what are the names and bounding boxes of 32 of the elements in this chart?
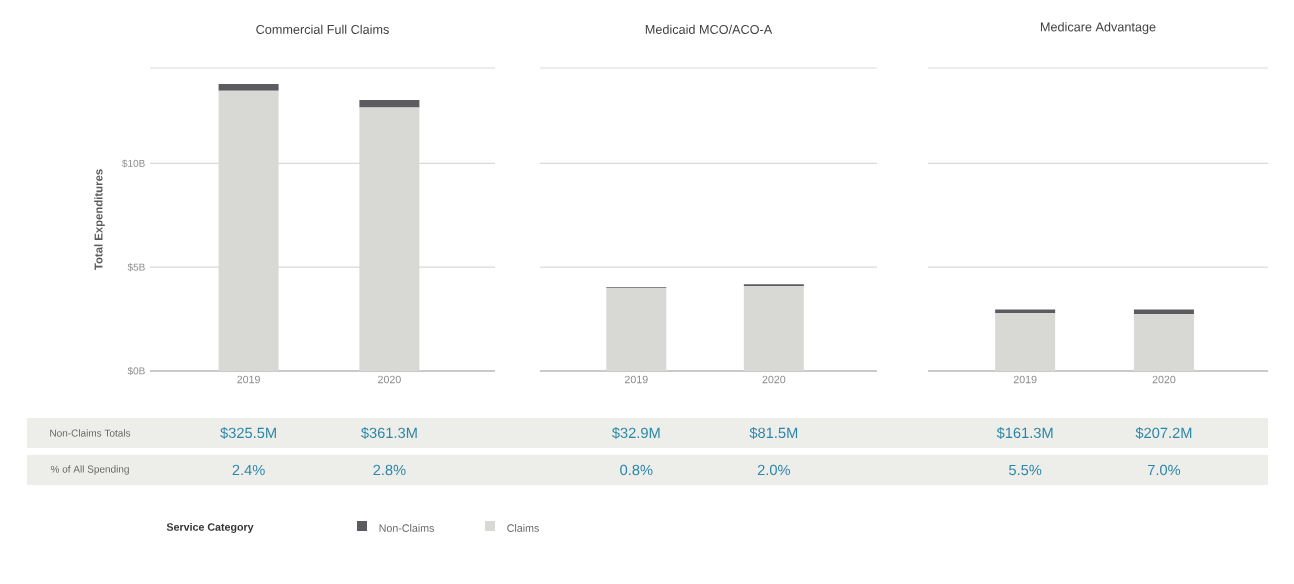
y-axis-title: Total Expenditures (94, 169, 105, 270)
text: 5.5% (1009, 464, 1042, 476)
chart-title: Commercial Full Claims (256, 24, 389, 34)
text: $325.5M (220, 427, 276, 439)
y-tick-label: $5B (127, 263, 145, 272)
x-tick-label: 2020 (378, 375, 401, 384)
text: 7.0% (1147, 464, 1181, 476)
legend-label: Claims (507, 524, 539, 532)
bar (359, 99, 420, 108)
text: $161.3M (996, 427, 1053, 439)
legend-label: Non-Claims (379, 524, 435, 532)
x-tick-label: 2019 (237, 375, 260, 384)
x-tick-label: 2019 (624, 375, 648, 384)
x-tick-label: 2019 (1013, 375, 1037, 384)
text: 2.4% (232, 464, 265, 476)
chart-title: Medicaid MCO/ACO-A (645, 24, 773, 34)
text: 2.0% (757, 464, 791, 476)
y-tick-label: $10B (122, 159, 145, 168)
x-tick-label: 2020 (762, 375, 786, 384)
bar (218, 84, 279, 91)
text: $207.2M (1135, 427, 1192, 439)
text: 2.8% (373, 464, 406, 476)
x-tick-label: 2020 (1152, 375, 1176, 384)
text: $81.5M (749, 427, 798, 439)
text: 0.8% (620, 464, 653, 476)
y-tick-label: $0B (127, 366, 145, 376)
text: $32.9M (612, 427, 660, 439)
text: $361.3M (361, 427, 417, 439)
text: Non-Claims Totals (50, 429, 131, 437)
legend-title: Service Category (166, 522, 254, 533)
chart-title: Medicare Advantage (1040, 22, 1156, 34)
text: % of All Spending (50, 465, 129, 475)
